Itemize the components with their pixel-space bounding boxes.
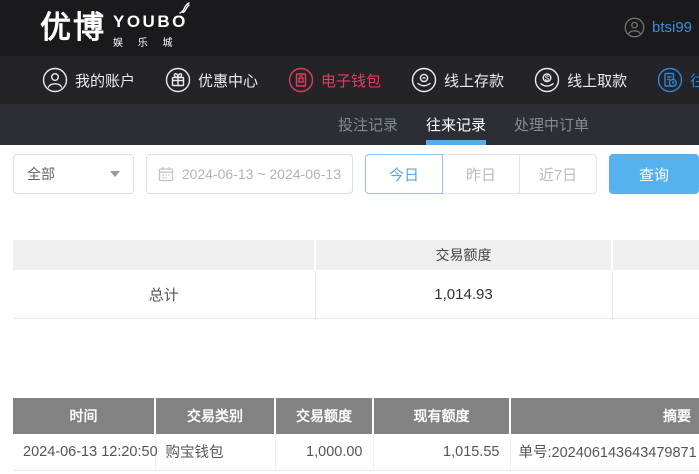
records-header-time: 时间: [13, 397, 155, 434]
today-button[interactable]: 今日: [365, 154, 443, 194]
site-logo[interactable]: 优博 YOUBO 娱 乐 城: [40, 2, 190, 49]
records-header-row: 时间 交易类别 交易额度 现有额度 摘要: [13, 397, 699, 434]
calendar-icon: [158, 166, 174, 182]
search-button[interactable]: 查询: [609, 154, 699, 194]
nav-item-withdraw[interactable]: $ 线上取款: [534, 67, 627, 93]
deposit-icon: [411, 67, 437, 93]
nav-item-promotions[interactable]: 优惠中心: [165, 67, 258, 93]
summary-total-extra: [611, 271, 699, 319]
logo-english-text: YOUBO: [113, 12, 188, 31]
nav-item-my-account[interactable]: 我的账户: [42, 67, 135, 93]
date-range-value: 2024-06-13 ~ 2024-06-13: [181, 166, 341, 182]
nav-item-label: 电子钱包: [321, 72, 382, 90]
user-account-area[interactable]: btsi99: [624, 17, 692, 38]
svg-text:$: $: [545, 73, 550, 82]
record-balance: 1,015.55: [372, 433, 510, 471]
account-icon: [42, 67, 68, 93]
tab-transaction-records[interactable]: 往来记录: [426, 104, 487, 145]
ewallet-icon: [288, 67, 314, 93]
tab-betting-records[interactable]: 投注记录: [338, 117, 399, 134]
nav-item-label: 我的账户: [75, 72, 136, 90]
nav-item-deposit[interactable]: 线上存款: [411, 67, 504, 93]
nav-item-label: 往来记录: [690, 72, 699, 90]
summary-total-amount: 1,014.93: [314, 271, 612, 319]
yesterday-button[interactable]: 昨日: [442, 154, 520, 194]
last7days-button[interactable]: 近7日: [519, 154, 597, 194]
nav-item-label: 线上取款: [567, 72, 628, 90]
nav-item-label: 线上存款: [444, 72, 505, 90]
promotions-icon: [165, 67, 191, 93]
transaction-type-select[interactable]: 全部: [13, 154, 134, 194]
date-range-input[interactable]: 2024-06-13 ~ 2024-06-13: [145, 154, 353, 194]
records-header-balance: 现有额度: [372, 397, 510, 434]
main-navigation: 我的账户 优惠中心 电子钱包 线上存款: [0, 56, 699, 104]
filter-toolbar: 全部 2024-06-13 ~ 2024-06-13 今日 昨日 近7日 查询: [13, 154, 699, 194]
logo-subtitle-text: 娱 乐 城: [113, 38, 179, 49]
summary-header-empty: [13, 240, 315, 272]
nav-item-records[interactable]: 往来记录: [657, 67, 699, 93]
records-icon: [657, 67, 683, 93]
top-bar: 优博 YOUBO 娱 乐 城 btsi99: [0, 0, 699, 56]
summary-total-row: 总计 1,014.93: [13, 271, 699, 319]
withdraw-icon: $: [534, 67, 560, 93]
tab-processing-orders[interactable]: 处理中订单: [514, 117, 590, 134]
nav-item-label: 优惠中心: [198, 72, 259, 90]
records-header-summary: 摘要: [509, 397, 699, 434]
record-amount: 1,000.00: [274, 433, 373, 471]
quick-date-button-group: 今日 昨日 近7日: [365, 154, 597, 194]
record-summary: 单号:202406143643479871: [509, 433, 699, 471]
records-header-type: 交易类别: [154, 397, 275, 434]
summary-header-empty-2: [611, 240, 699, 272]
record-time: 2024-06-13 12:20:50: [13, 433, 158, 471]
record-tabs-bar: 投注记录 往来记录 处理中订单: [0, 104, 699, 145]
summary-header-row: 交易额度: [13, 240, 699, 272]
logo-flame-icon: [177, 2, 191, 22]
summary-header-amount: 交易额度: [314, 240, 612, 272]
record-type: 购宝钱包: [154, 433, 275, 471]
nav-item-ewallet[interactable]: 电子钱包: [288, 67, 381, 93]
chevron-down-icon: [109, 171, 120, 177]
table-row: 2024-06-13 12:20:50 购宝钱包 1,000.00 1,015.…: [13, 433, 699, 471]
summary-total-label: 总计: [13, 271, 315, 319]
user-circle-icon: [624, 17, 645, 38]
records-header-amount: 交易额度: [274, 397, 373, 434]
logo-right-block: YOUBO 娱 乐 城: [113, 2, 190, 49]
transaction-type-value: 全部: [27, 166, 55, 182]
logo-chinese-text: 优博: [40, 10, 106, 45]
username-text[interactable]: btsi99: [652, 19, 693, 36]
records-table: 时间 交易类别 交易额度 现有额度 摘要 2024-06-13 12:20:50…: [13, 397, 699, 471]
summary-table: 交易额度 总计 1,014.93: [13, 240, 699, 319]
